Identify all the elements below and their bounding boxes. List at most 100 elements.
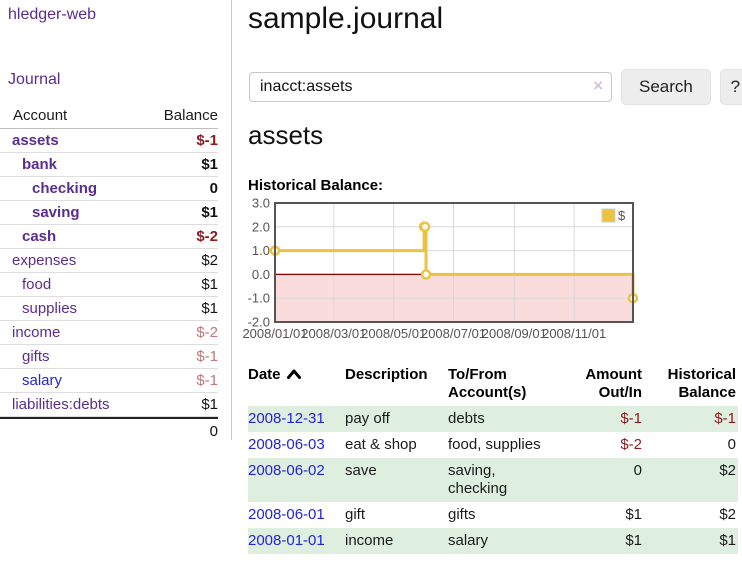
transaction-description: gift xyxy=(345,506,366,523)
page-title: sample.journal xyxy=(248,2,444,35)
svg-text:3.0: 3.0 xyxy=(252,196,270,211)
transaction-date-link[interactable]: 2008-06-03 xyxy=(248,436,325,453)
account-link-expenses[interactable]: expenses xyxy=(12,252,77,269)
register-col-description: Description xyxy=(345,366,428,383)
register-row: 2008-06-03 eat & shop food, supplies $-2 0 xyxy=(248,432,738,458)
account-link-checking[interactable]: checking xyxy=(32,180,98,197)
account-balance: 0 xyxy=(209,180,218,197)
sidebar: hledger-web Journal Account Balance asse… xyxy=(0,0,231,582)
account-balance: $-1 xyxy=(196,132,218,149)
clear-search-icon[interactable]: × xyxy=(593,76,603,95)
svg-text:0.0: 0.0 xyxy=(252,267,270,282)
account-row: food $1 xyxy=(0,273,218,297)
register-col-amount: Amount Out/In xyxy=(585,366,642,401)
transaction-date-link[interactable]: 2008-01-01 xyxy=(248,532,325,549)
account-row: cash $-2 xyxy=(0,225,218,249)
account-row: assets $-1 xyxy=(0,129,218,153)
register-col-accounts: To/From Account(s) xyxy=(448,366,527,401)
transaction-date-link[interactable]: 2008-06-01 xyxy=(248,506,325,523)
chart-label: Historical Balance: xyxy=(248,177,384,194)
transaction-amount: 0 xyxy=(633,462,642,479)
account-row: income $-2 xyxy=(0,321,218,345)
account-link-saving[interactable]: saving xyxy=(32,204,80,221)
svg-text:2008/07/01: 2008/07/01 xyxy=(421,326,486,341)
svg-text:2008/11/01: 2008/11/01 xyxy=(542,326,606,341)
account-link-salary[interactable]: salary xyxy=(22,372,63,389)
search-button[interactable]: Search xyxy=(621,69,711,105)
svg-text:2008/09/01: 2008/09/01 xyxy=(482,326,547,341)
account-link-assets[interactable]: assets xyxy=(12,132,59,149)
svg-text:-1.0: -1.0 xyxy=(248,291,270,306)
sidebar-divider xyxy=(231,0,232,440)
transaction-amount: $-2 xyxy=(620,436,642,453)
account-row: salary $-1 xyxy=(0,369,218,393)
account-row: saving $1 xyxy=(0,201,218,225)
transaction-accounts: debts xyxy=(448,410,485,427)
account-link-gifts[interactable]: gifts xyxy=(22,348,50,365)
svg-text:2008/01/01: 2008/01/01 xyxy=(242,326,307,341)
transaction-accounts: salary xyxy=(448,532,489,549)
account-link-bank[interactable]: bank xyxy=(22,156,58,173)
balance-column-header: Balance xyxy=(163,107,218,124)
account-link-cash[interactable]: cash xyxy=(22,228,57,245)
account-balance: $-2 xyxy=(196,324,218,341)
account-link-supplies[interactable]: supplies xyxy=(22,300,78,317)
account-link-food[interactable]: food xyxy=(22,276,52,293)
historical-balance-chart: $3.0 2.0 1.0 0.0 -1.0 -2.0 2008/01/01 2008/03/0… xyxy=(240,196,742,346)
svg-text:2008/03/01: 2008/03/01 xyxy=(301,326,366,341)
transaction-description: save xyxy=(345,462,377,479)
transaction-balance: $1 xyxy=(719,532,736,549)
account-row: supplies $1 xyxy=(0,297,218,321)
register-col-balance: Historical Balance xyxy=(667,366,736,401)
accounts-table: Account Balance assets $-1 bank $1 checking 0… xyxy=(0,104,218,444)
account-balance: $2 xyxy=(201,252,218,269)
search-input[interactable] xyxy=(249,72,612,102)
account-balance: $1 xyxy=(201,156,218,173)
account-balance: $1 xyxy=(201,276,218,293)
account-balance: $-1 xyxy=(196,372,218,389)
date-header-label: Date xyxy=(248,366,281,383)
account-link-income[interactable]: income xyxy=(12,324,61,341)
register-table: Date Description To/From Account(s) Amou… xyxy=(248,362,738,554)
register-row: 2008-06-02 save saving, checking 0 $2 xyxy=(248,458,738,502)
help-button[interactable]: ? xyxy=(719,69,742,105)
account-balance: $1 xyxy=(201,300,218,317)
transaction-balance: $-1 xyxy=(714,410,736,427)
svg-text:-2.0: -2.0 xyxy=(248,315,270,330)
register-row: 2008-06-01 gift gifts $1 $2 xyxy=(248,502,738,528)
accounts-rows: assets $-1 bank $1 checking 0 saving $1 cash $-2 e… xyxy=(0,129,218,417)
account-row: gifts $-1 xyxy=(0,345,218,369)
account-row: expenses $2 xyxy=(0,249,218,273)
account-balance: $-1 xyxy=(196,348,218,365)
transaction-amount: $1 xyxy=(625,506,642,523)
account-balance: $-2 xyxy=(196,228,218,245)
transaction-date-link[interactable]: 2008-12-31 xyxy=(248,410,325,427)
transaction-description: eat & shop xyxy=(345,436,417,453)
svg-text:2008/05/01: 2008/05/01 xyxy=(361,326,426,341)
transaction-accounts: food, supplies xyxy=(448,436,541,453)
sidebar-item-journal[interactable]: Journal xyxy=(8,71,61,88)
account-row: bank $1 xyxy=(0,153,218,177)
svg-text:$: $ xyxy=(618,208,626,223)
account-row: checking 0 xyxy=(0,177,218,201)
transaction-balance: $2 xyxy=(719,462,736,479)
app-title-link[interactable]: hledger-web xyxy=(8,6,97,23)
transaction-description: pay off xyxy=(345,410,390,427)
account-balance: $1 xyxy=(201,204,218,221)
search-input-wrap: × xyxy=(249,72,612,102)
accounts-table-header: Account Balance xyxy=(0,104,218,129)
svg-text:2.0: 2.0 xyxy=(252,219,270,234)
transaction-balance: 0 xyxy=(727,436,736,453)
transaction-accounts: saving, checking xyxy=(448,462,508,497)
register-header-row: Date Description To/From Account(s) Amou… xyxy=(248,362,738,406)
transaction-amount: $1 xyxy=(625,532,642,549)
account-heading: assets xyxy=(248,120,324,150)
account-row: liabilities:debts $1 xyxy=(0,393,218,417)
register-col-date[interactable]: Date xyxy=(248,362,345,406)
account-link-liabilities-debts[interactable]: liabilities:debts xyxy=(12,396,110,413)
transaction-date-link[interactable]: 2008-06-02 xyxy=(248,462,325,479)
sort-ascending-icon xyxy=(286,369,301,379)
register-row: 2008-01-01 income salary $1 $1 xyxy=(248,528,738,554)
transaction-balance: $2 xyxy=(719,506,736,523)
register-row: 2008-12-31 pay off debts $-1 $-1 xyxy=(248,406,738,432)
